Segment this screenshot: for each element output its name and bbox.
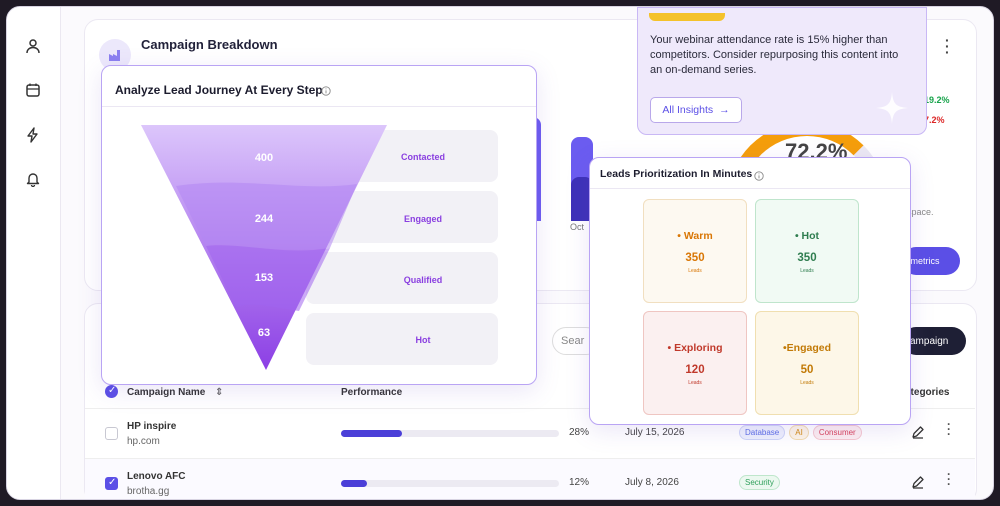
- lead-tile-name: • Hot: [794, 230, 820, 242]
- lead-tile-count: 120: [685, 364, 705, 376]
- lead-tile-unit: Leads: [688, 268, 702, 274]
- edit-icon[interactable]: [911, 425, 925, 444]
- category-tag[interactable]: AI: [789, 425, 809, 440]
- performance-bar: [341, 430, 559, 437]
- stage-label-engaged: Engaged: [403, 214, 442, 224]
- sparkle-icon: [874, 90, 910, 131]
- lead-tile[interactable]: • Warm 350 Leads: [643, 199, 747, 303]
- lightning-icon[interactable]: [22, 124, 44, 146]
- insight-card: Your webinar attendance rate is 15% high…: [637, 7, 927, 135]
- view-metrics-button[interactable]: l metrics: [902, 247, 960, 275]
- insight-text: Your webinar attendance rate is 15% high…: [650, 34, 899, 76]
- funnel-value-engaged: 244: [254, 213, 274, 225]
- campaign-domain: brotha.gg: [127, 486, 170, 497]
- lead-journey-title: Analyze Lead Journey At Every Step: [115, 83, 323, 97]
- user-icon[interactable]: [22, 35, 44, 57]
- select-all-checkbox[interactable]: [105, 385, 118, 398]
- campaign-domain: hp.com: [127, 436, 160, 447]
- funnel-band: [176, 182, 357, 250]
- campaign-date: July 8, 2026: [625, 477, 679, 488]
- chart-bar: [571, 177, 593, 221]
- funnel-value-contacted: 400: [254, 152, 274, 164]
- lead-tile[interactable]: •Engaged 50 Leads: [755, 311, 859, 415]
- insight-flag: [649, 13, 725, 21]
- stage-label-qualified: Qualified: [403, 275, 443, 285]
- performance-bar-fill: [341, 480, 368, 487]
- lead-tile-unit: Leads: [800, 268, 814, 274]
- row-checkbox[interactable]: [105, 477, 118, 490]
- lead-tile-count: 350: [685, 252, 705, 264]
- funnel-value-qualified: 153: [254, 272, 274, 284]
- campaign-date: July 15, 2026: [625, 427, 685, 438]
- funnel-band: [206, 245, 330, 311]
- category-tags: Security: [739, 475, 780, 490]
- category-tag[interactable]: Security: [739, 475, 780, 490]
- edit-icon[interactable]: [911, 475, 925, 494]
- campaign-breakdown-title: Campaign Breakdown: [141, 37, 278, 52]
- funnel-value-hot: 63: [257, 327, 271, 339]
- stage-row: [306, 252, 498, 304]
- leads-prioritization-title: Leads Prioritization In Minutes: [600, 168, 753, 180]
- info-icon[interactable]: [321, 83, 331, 101]
- performance-percent: 28%: [569, 427, 590, 438]
- lead-journey-card: Analyze Lead Journey At Every Step 400 2…: [101, 65, 537, 385]
- performance-bar: [341, 480, 559, 487]
- category-tag[interactable]: Database: [739, 425, 786, 440]
- sort-icon[interactable]: ⇕: [215, 387, 224, 398]
- divider: [102, 106, 536, 107]
- leads-prioritization-card: Leads Prioritization In Minutes • Warm 3…: [589, 157, 911, 425]
- more-options-icon[interactable]: · · ·: [945, 32, 950, 60]
- performance-bar-fill: [341, 430, 403, 437]
- row-checkbox[interactable]: [105, 427, 118, 440]
- lead-tile-name: • Warm: [677, 230, 713, 242]
- row-more-icon[interactable]: · · ·: [947, 417, 951, 441]
- all-insights-label: All Insights: [662, 104, 714, 116]
- header-categories: ategories: [905, 387, 950, 398]
- lead-tile[interactable]: • Hot 350 Leads: [755, 199, 859, 303]
- arrow-right-icon: →: [719, 104, 730, 116]
- funnel-graphic: [141, 125, 387, 370]
- new-campaign-button[interactable]: ampaign: [902, 327, 966, 355]
- lead-tile-name: •Engaged: [782, 342, 831, 354]
- divider: [590, 188, 910, 189]
- lead-tile-name: • Exploring: [667, 342, 723, 354]
- lead-tile-unit: Leads: [800, 380, 814, 386]
- stage-label-contacted: Contacted: [400, 152, 445, 162]
- category-tags: Database AI Consumer: [739, 425, 862, 440]
- category-tag[interactable]: Consumer: [812, 425, 862, 440]
- header-performance: Performance: [341, 387, 403, 398]
- table-row[interactable]: Lenovo AFC brotha.gg 12% July 8, 2026 Se…: [85, 459, 975, 499]
- calendar-icon[interactable]: [22, 79, 44, 101]
- sidebar: [7, 7, 61, 499]
- stat-caption: space.: [907, 207, 934, 217]
- lead-tile-count: 50: [800, 364, 814, 376]
- table-row[interactable]: HP inspire hp.com 28% July 15, 2026 Data…: [85, 409, 975, 459]
- stat-up: 19.2%: [924, 95, 950, 105]
- performance-percent: 12%: [569, 477, 590, 488]
- campaign-name[interactable]: HP inspire: [127, 421, 177, 432]
- lead-tile[interactable]: • Exploring 120 Leads: [643, 311, 747, 415]
- stat-down: 7.2%: [924, 115, 945, 125]
- table-header: Campaign Name ⇕ Performance ategories: [85, 375, 975, 409]
- info-icon[interactable]: [754, 168, 764, 186]
- stage-label-hot: Hot: [415, 335, 431, 345]
- row-more-icon[interactable]: · · ·: [947, 467, 951, 491]
- chart-month-label: Oct: [570, 222, 585, 232]
- app-window: Campaign Breakdown · · · Oct 72.2% 19.2% 7…: [6, 6, 994, 500]
- bell-icon[interactable]: [22, 168, 44, 190]
- campaign-name[interactable]: Lenovo AFC: [127, 471, 186, 482]
- stage-row: [306, 313, 498, 365]
- lead-tile-unit: Leads: [688, 380, 702, 386]
- header-campaign-name[interactable]: Campaign Name: [127, 387, 206, 398]
- all-insights-button[interactable]: All Insights →: [650, 97, 742, 123]
- lead-tile-count: 350: [797, 252, 817, 264]
